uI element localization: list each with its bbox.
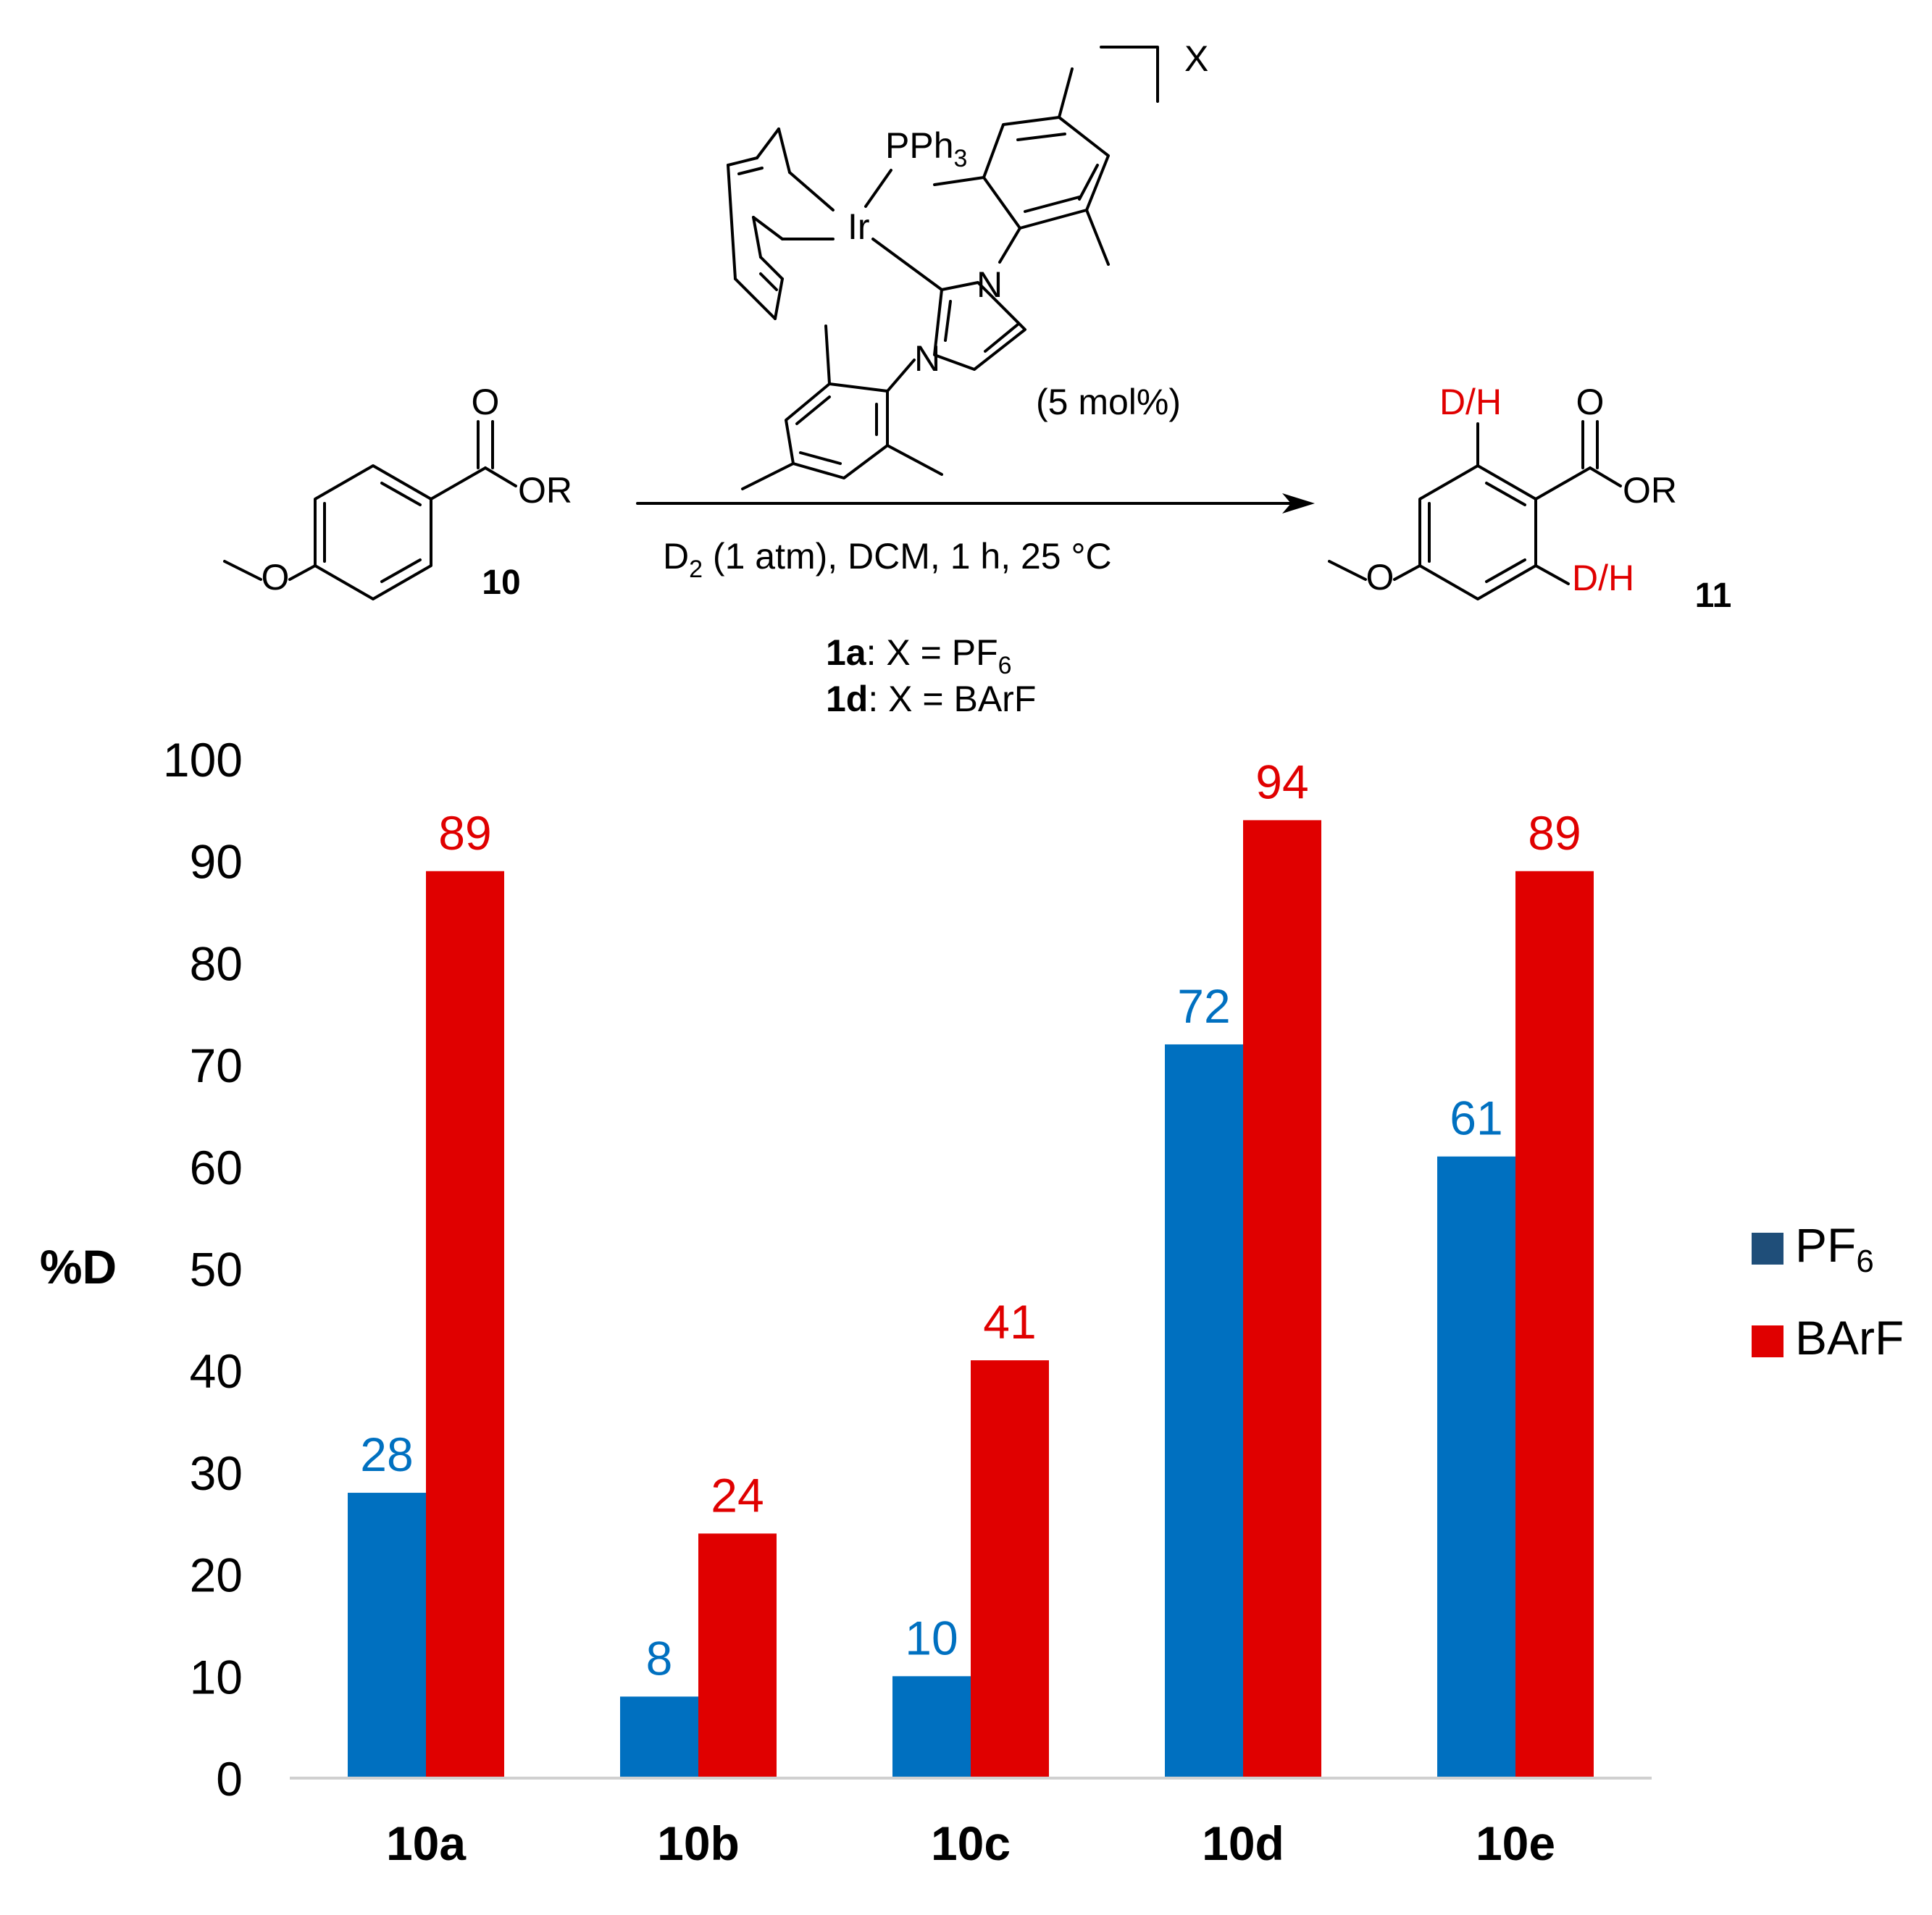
reactant-methoxy-o: O (262, 557, 290, 598)
catalyst-1a-caption: 1a: X = PF6 (826, 632, 1012, 679)
x-tick-label: 10e (1476, 1816, 1555, 1870)
data-label-barf-10c: 41 (983, 1295, 1036, 1349)
y-tick-label: 80 (190, 936, 243, 990)
bar-pf6-10d (1165, 1044, 1243, 1778)
bar-barf-10c (971, 1360, 1049, 1778)
y-tick-label: 100 (163, 733, 243, 787)
legend-swatch-barf (1752, 1325, 1783, 1357)
imidazole-n-bottom: N (914, 338, 940, 379)
y-tick-label: 20 (190, 1549, 243, 1602)
legend-swatch-pf6 (1752, 1233, 1783, 1265)
y-tick-label: 50 (190, 1243, 243, 1296)
data-label-barf-10a: 89 (438, 806, 491, 860)
y-axis-label: %D (40, 1240, 117, 1294)
bar-barf-10b (698, 1533, 777, 1778)
catalyst-1d-caption: 1d: X = BArF (826, 679, 1036, 719)
x-tick-label: 10a (386, 1816, 467, 1870)
reaction-arrow (636, 493, 1315, 514)
legend: PF6 BArF (1752, 1218, 1904, 1365)
catalyst-ligand: PPh3 (885, 125, 967, 172)
reactant-or: OR (518, 470, 572, 511)
imidazole-n-top: N (977, 264, 1003, 305)
data-label-barf-10e: 89 (1528, 806, 1581, 860)
bar-barf-10a (426, 871, 504, 1778)
bar-data-labels: 28 89 8 24 10 41 72 94 61 89 (360, 755, 1581, 1685)
bar-pf6-10b (620, 1696, 698, 1778)
catalyst-metal: Ir (848, 206, 870, 247)
reactant-label: 10 (482, 563, 520, 602)
y-tick-label: 60 (190, 1141, 243, 1194)
catalyst-structure (727, 46, 1159, 490)
x-tick-label: 10d (1202, 1816, 1284, 1870)
product-or: OR (1623, 470, 1677, 511)
reactant-carbonyl-o: O (472, 382, 500, 422)
product-label: 11 (1695, 577, 1732, 615)
legend-label-barf: BArF (1795, 1311, 1904, 1365)
y-tick-label: 40 (190, 1344, 243, 1398)
bar-barf-10e (1515, 871, 1594, 1778)
y-tick-label: 10 (190, 1650, 243, 1704)
data-label-pf6-10d: 72 (1177, 979, 1230, 1033)
product-structure (1328, 420, 1622, 600)
y-tick-label: 30 (190, 1446, 243, 1500)
y-tick-label: 70 (190, 1039, 243, 1092)
data-label-barf-10d: 94 (1255, 755, 1308, 808)
catalyst-loading: (5 mol%) (1036, 382, 1181, 422)
y-tick-label: 0 (216, 1752, 243, 1806)
data-label-barf-10b: 24 (711, 1468, 764, 1522)
bar-barf-10d (1243, 820, 1321, 1778)
product-methoxy-o: O (1366, 557, 1394, 598)
data-label-pf6-10e: 61 (1450, 1091, 1502, 1145)
product-carbonyl-o: O (1576, 382, 1605, 422)
product-dh-top: D/H (1439, 382, 1502, 422)
reaction-scheme: O OR O 10 (223, 38, 1732, 719)
counterion: X (1184, 38, 1208, 79)
bar-pf6-10e (1437, 1156, 1515, 1778)
x-tick-label: 10c (931, 1816, 1011, 1870)
y-axis-ticks: 0 10 20 30 40 50 60 70 80 90 100 (163, 733, 243, 1806)
reaction-conditions: D2 (1 atm), DCM, 1 h, 25 °C (663, 536, 1112, 583)
data-label-pf6-10c: 10 (905, 1611, 958, 1664)
product-dh-bottom: D/H (1572, 558, 1634, 598)
bar-pf6-10c (892, 1676, 971, 1778)
reactant-structure (223, 420, 517, 600)
bars (348, 820, 1594, 1778)
data-label-pf6-10b: 8 (646, 1631, 673, 1685)
x-axis-ticks: 10a 10b 10c 10d 10e (386, 1816, 1555, 1870)
data-label-pf6-10a: 28 (360, 1428, 413, 1481)
bar-pf6-10a (348, 1493, 426, 1778)
bar-chart: 0 10 20 30 40 50 60 70 80 90 100 28 89 8 24 10 41 72 94 61… (40, 733, 1904, 1870)
x-tick-label: 10b (657, 1816, 740, 1870)
y-tick-label: 90 (190, 835, 243, 889)
legend-label-pf6: PF6 (1795, 1218, 1874, 1279)
